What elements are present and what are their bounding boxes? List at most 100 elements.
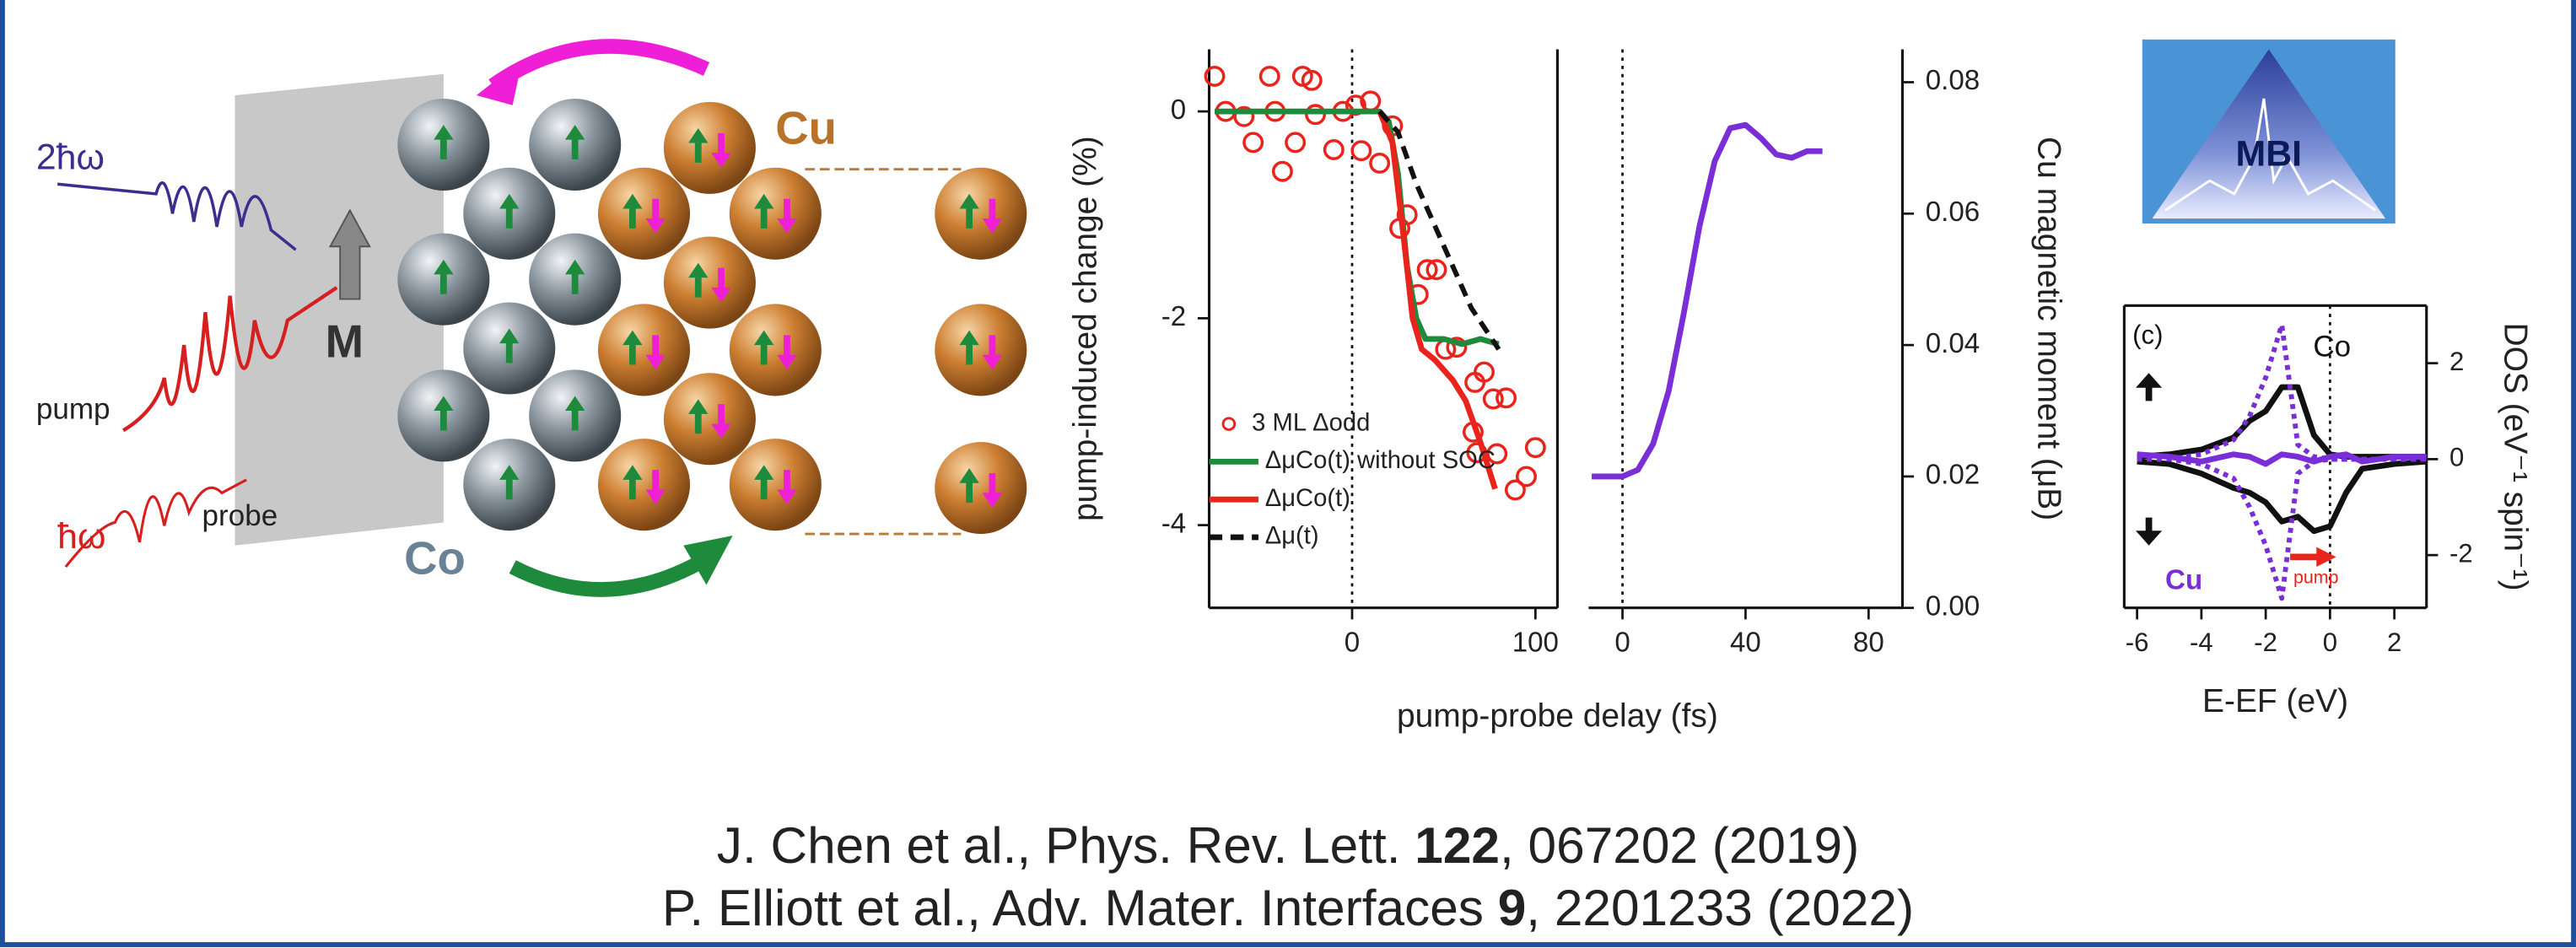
data-point bbox=[1305, 104, 1327, 126]
x-tick-label: -6 bbox=[2126, 628, 2149, 657]
y-tick-label: -2 bbox=[2449, 538, 2473, 568]
spin-arrowhead bbox=[565, 125, 585, 140]
spin-arrowhead bbox=[753, 465, 774, 480]
spin-arrowhead bbox=[434, 125, 454, 140]
cu-atom bbox=[663, 236, 756, 329]
wave-probe bbox=[64, 478, 247, 568]
cu-atom bbox=[597, 304, 691, 396]
spin-arrowhead bbox=[434, 259, 454, 275]
spin-arrowhead bbox=[959, 330, 979, 346]
label-co: Co bbox=[404, 533, 466, 584]
spin-arrowhead bbox=[434, 396, 454, 412]
label-cu: Cu bbox=[775, 102, 837, 154]
spin-arrowhead bbox=[688, 128, 709, 143]
cu-atom bbox=[663, 373, 756, 466]
logo-text: MBI bbox=[2236, 133, 2303, 174]
cu-atom bbox=[663, 101, 756, 194]
label-m: M bbox=[326, 316, 364, 368]
arrow-green bbox=[509, 552, 710, 597]
data-point bbox=[1504, 479, 1526, 501]
label-w: ħω bbox=[57, 516, 105, 557]
data-point bbox=[1271, 160, 1293, 182]
spin-arrowhead bbox=[777, 354, 797, 370]
spin-up-icon bbox=[2136, 373, 2163, 401]
spin-down-icon bbox=[2136, 517, 2163, 546]
x-tick-label: 100 bbox=[1512, 627, 1559, 658]
y-tick-label: 0.06 bbox=[1926, 197, 1980, 228]
legend-label: ΔμCo(t) bbox=[1265, 485, 1350, 512]
x-tick-label: -2 bbox=[2254, 628, 2277, 657]
y-tick-label: 0 bbox=[2449, 443, 2464, 472]
spin-arrowhead bbox=[688, 262, 709, 278]
label-pump: pump bbox=[36, 392, 110, 425]
y-tick-label: 0.00 bbox=[1926, 590, 1980, 622]
arrow-magnetization bbox=[328, 208, 371, 300]
legend-label: 3 ML Δodd bbox=[1252, 409, 1370, 436]
citation-text: , 2201233 (2022) bbox=[1526, 879, 1914, 936]
cu-atom bbox=[729, 439, 822, 531]
citation-volume: 9 bbox=[1498, 879, 1527, 936]
spin-arrowhead bbox=[711, 423, 731, 439]
diagram: 2ħω pump ħω probe M Co Cu bbox=[36, 39, 1027, 597]
spin-arrowhead bbox=[622, 193, 643, 209]
data-point bbox=[1416, 259, 1438, 281]
x-tick-label: 80 bbox=[1853, 627, 1884, 658]
data-point bbox=[1495, 387, 1517, 409]
y-tick-label: 2 bbox=[2449, 347, 2464, 376]
spin-arrowhead bbox=[688, 399, 709, 414]
arrowhead-magenta bbox=[476, 59, 523, 105]
y-tick-label: 0 bbox=[1171, 94, 1186, 126]
y-tick-label: 0.02 bbox=[1926, 460, 1980, 491]
data-line bbox=[1377, 110, 1501, 351]
arrow-magenta bbox=[488, 39, 710, 92]
data-point bbox=[1446, 337, 1468, 358]
y-tick-label: -4 bbox=[1161, 508, 1186, 539]
x-tick-label: 0 bbox=[1345, 627, 1360, 658]
logo-line bbox=[2164, 98, 2377, 212]
spin-arrowhead bbox=[565, 259, 585, 275]
spin-arrowhead bbox=[753, 193, 774, 209]
spin-arrowhead bbox=[711, 153, 731, 168]
data-point bbox=[1285, 132, 1307, 154]
cu-atom bbox=[935, 442, 1027, 535]
spin-arrowhead bbox=[499, 328, 520, 344]
wave-2w bbox=[57, 181, 297, 251]
x-tick-label: -4 bbox=[2190, 628, 2213, 657]
annotation: (c) bbox=[2132, 320, 2163, 350]
data-point bbox=[1516, 466, 1537, 487]
annotation: Cu bbox=[2165, 564, 2202, 595]
citation-volume: 122 bbox=[1415, 816, 1500, 874]
data-line bbox=[2137, 322, 2427, 462]
spin-arrowhead bbox=[622, 330, 643, 346]
data-point bbox=[1350, 140, 1372, 162]
citation-text: J. Chen et al., Phys. Rev. Lett. bbox=[717, 816, 1415, 874]
data-point bbox=[1524, 437, 1546, 459]
cu-atom bbox=[597, 167, 691, 260]
y-tick-label: 0.08 bbox=[1926, 65, 1980, 96]
spin-arrowhead bbox=[959, 193, 979, 209]
data-point bbox=[1323, 139, 1345, 160]
data-line bbox=[1592, 121, 1823, 480]
data-point bbox=[1301, 69, 1323, 91]
cu-atom bbox=[597, 439, 691, 531]
x-tick-label: 0 bbox=[1614, 627, 1630, 658]
data-point bbox=[1242, 132, 1264, 154]
x-tick-label: 0 bbox=[2323, 628, 2337, 657]
spin-arrowhead bbox=[499, 465, 520, 480]
data-point bbox=[1204, 65, 1226, 87]
cu-atom bbox=[935, 167, 1027, 260]
data-point bbox=[1258, 65, 1280, 87]
cu-atom bbox=[935, 304, 1027, 396]
data-point bbox=[1425, 259, 1447, 281]
cu-atom bbox=[729, 167, 822, 260]
spin-arrowhead bbox=[565, 396, 585, 412]
pump-arrowhead bbox=[2316, 547, 2336, 568]
data-point bbox=[1482, 388, 1504, 410]
data-point bbox=[1474, 361, 1495, 383]
spin-arrowhead bbox=[645, 218, 666, 234]
citation: P. Elliott et al., Adv. Mater. Interface… bbox=[662, 879, 1914, 936]
data-line bbox=[2137, 384, 2427, 460]
x-tick-label: 40 bbox=[1730, 627, 1761, 658]
